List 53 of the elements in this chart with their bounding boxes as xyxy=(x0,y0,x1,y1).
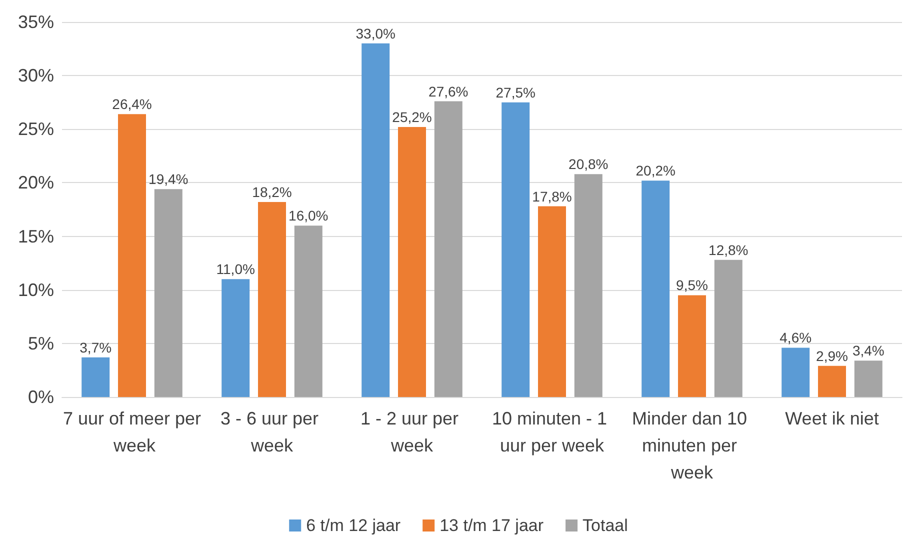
y-tick-label: 10% xyxy=(18,280,54,300)
bar xyxy=(642,180,670,397)
data-label: 26,4% xyxy=(112,96,152,112)
data-label: 20,8% xyxy=(568,156,608,172)
bar xyxy=(118,114,146,397)
data-label: 3,4% xyxy=(852,342,884,359)
bar xyxy=(82,357,110,397)
data-label: 25,2% xyxy=(392,109,432,125)
y-tick-label: 0% xyxy=(28,387,54,407)
x-tick-label: 1 - 2 uur per week xyxy=(360,408,464,456)
bar xyxy=(714,260,742,397)
data-label: 20,2% xyxy=(636,162,676,179)
y-tick-label: 15% xyxy=(18,226,54,246)
bar xyxy=(538,206,566,397)
data-label: 9,5% xyxy=(676,277,708,294)
x-tick-label: Weet ik niet xyxy=(785,408,879,428)
bar xyxy=(362,43,390,397)
bar xyxy=(258,202,286,397)
x-tick-label: 10 minuten - 1 uur per week xyxy=(492,408,612,456)
y-tick-label: 20% xyxy=(18,172,54,193)
y-tick-label: 35% xyxy=(18,12,54,32)
data-label: 2,9% xyxy=(816,348,848,364)
data-label: 19,4% xyxy=(148,171,188,188)
bar xyxy=(434,101,462,397)
bar xyxy=(854,360,882,397)
data-label: 33,0% xyxy=(356,25,396,42)
data-label: 18,2% xyxy=(252,184,292,200)
bar xyxy=(678,295,706,397)
y-tick-label: 25% xyxy=(18,119,54,140)
data-label: 27,5% xyxy=(496,84,536,100)
x-tick-label: Minder dan 10 minuten per week xyxy=(632,408,752,482)
x-tick-label: 3 - 6 uur per week xyxy=(220,408,324,456)
data-label: 17,8% xyxy=(532,188,572,204)
bar xyxy=(154,189,182,397)
bar xyxy=(222,279,250,397)
data-label: 3,7% xyxy=(80,339,112,356)
legend-label: 6 t/m 12 jaar xyxy=(306,516,401,535)
bar xyxy=(782,348,810,397)
data-label: 4,6% xyxy=(780,330,812,346)
data-label: 11,0% xyxy=(216,261,255,278)
bar xyxy=(574,174,602,397)
data-label: 27,6% xyxy=(428,83,468,100)
bar xyxy=(398,127,426,397)
y-tick-label: 5% xyxy=(28,333,54,354)
bar xyxy=(294,226,322,397)
data-label: 16,0% xyxy=(288,208,328,224)
y-tick-label: 30% xyxy=(18,66,54,86)
bar xyxy=(818,366,846,397)
bar xyxy=(502,102,530,397)
legend-label: Totaal xyxy=(582,516,628,535)
data-label: 12,8% xyxy=(708,242,748,258)
legend-label: 13 t/m 17 jaar xyxy=(440,516,544,535)
x-tick-label: 7 uur of meer per week xyxy=(62,408,202,456)
